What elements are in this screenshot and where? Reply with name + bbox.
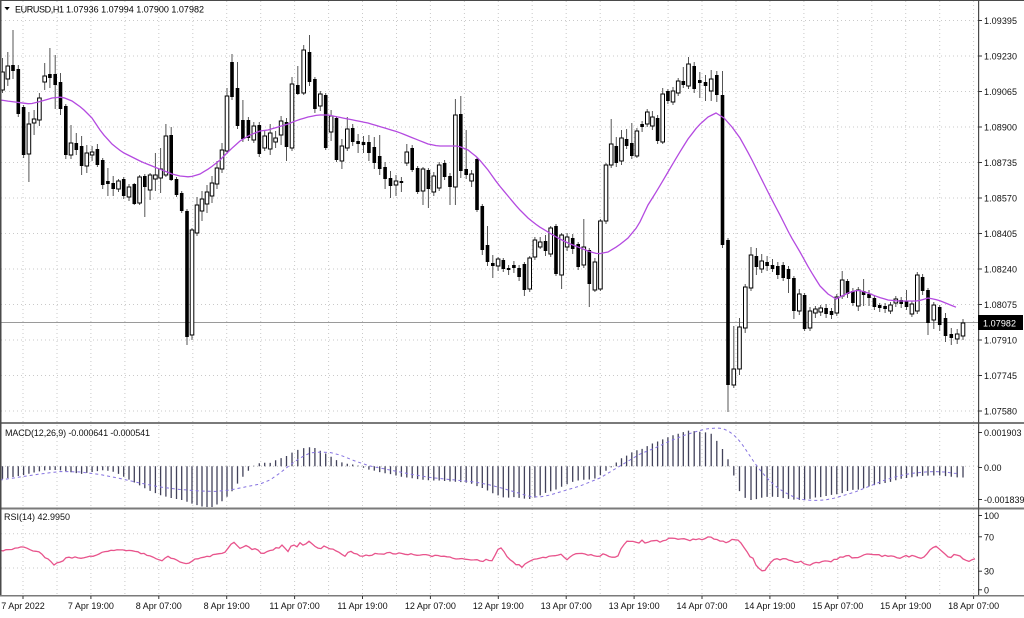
- svg-text:0.00: 0.00: [984, 463, 1002, 473]
- svg-text:1.08405: 1.08405: [984, 229, 1017, 239]
- svg-text:100: 100: [984, 511, 999, 521]
- svg-text:13 Apr 07:00: 13 Apr 07:00: [541, 601, 592, 611]
- svg-text:1.07745: 1.07745: [984, 371, 1017, 381]
- svg-text:14 Apr 07:00: 14 Apr 07:00: [676, 601, 727, 611]
- svg-text:12 Apr 19:00: 12 Apr 19:00: [473, 601, 524, 611]
- svg-text:1.07936 1.07994 1.07900 1.0798: 1.07936 1.07994 1.07900 1.07982: [66, 5, 204, 15]
- svg-text:11 Apr 19:00: 11 Apr 19:00: [337, 601, 387, 611]
- svg-text:0: 0: [984, 585, 989, 595]
- svg-text:-0.001839: -0.001839: [984, 495, 1024, 505]
- svg-text:14 Apr 19:00: 14 Apr 19:00: [744, 601, 795, 611]
- svg-text:15 Apr 07:00: 15 Apr 07:00: [812, 601, 863, 611]
- svg-text:1.07580: 1.07580: [984, 407, 1017, 417]
- svg-text:8 Apr 19:00: 8 Apr 19:00: [204, 601, 250, 611]
- svg-text:1.08240: 1.08240: [984, 265, 1017, 275]
- svg-text:1.08075: 1.08075: [984, 300, 1017, 310]
- svg-text:1.08570: 1.08570: [984, 194, 1017, 204]
- svg-text:8 Apr 07:00: 8 Apr 07:00: [136, 601, 182, 611]
- svg-text:18 Apr 07:00: 18 Apr 07:00: [948, 601, 999, 611]
- svg-text:70: 70: [984, 532, 994, 542]
- svg-text:12 Apr 07:00: 12 Apr 07:00: [405, 601, 456, 611]
- svg-text:11 Apr 07:00: 11 Apr 07:00: [269, 601, 319, 611]
- svg-text:1.09395: 1.09395: [984, 16, 1017, 26]
- svg-text:1.09065: 1.09065: [984, 87, 1017, 97]
- svg-text:1.09230: 1.09230: [984, 52, 1017, 62]
- svg-text:7 Apr 2022: 7 Apr 2022: [1, 601, 45, 611]
- svg-text:1.08900: 1.08900: [984, 123, 1017, 133]
- svg-text:RSI(14) 42.9950: RSI(14) 42.9950: [4, 512, 70, 522]
- svg-text:7 Apr 19:00: 7 Apr 19:00: [68, 601, 114, 611]
- svg-text:1.07982: 1.07982: [983, 318, 1016, 328]
- svg-text:15 Apr 19:00: 15 Apr 19:00: [880, 601, 931, 611]
- svg-text:MACD(12,26,9) -0.000641 -0.000: MACD(12,26,9) -0.000641 -0.000541: [5, 428, 150, 438]
- svg-text:0.001903: 0.001903: [984, 428, 1022, 438]
- svg-text:13 Apr 19:00: 13 Apr 19:00: [609, 601, 660, 611]
- svg-text:1.07910: 1.07910: [984, 336, 1017, 346]
- svg-text:EURUSD,H1: EURUSD,H1: [15, 5, 64, 15]
- svg-text:1.08735: 1.08735: [984, 158, 1017, 168]
- svg-text:30: 30: [984, 567, 994, 577]
